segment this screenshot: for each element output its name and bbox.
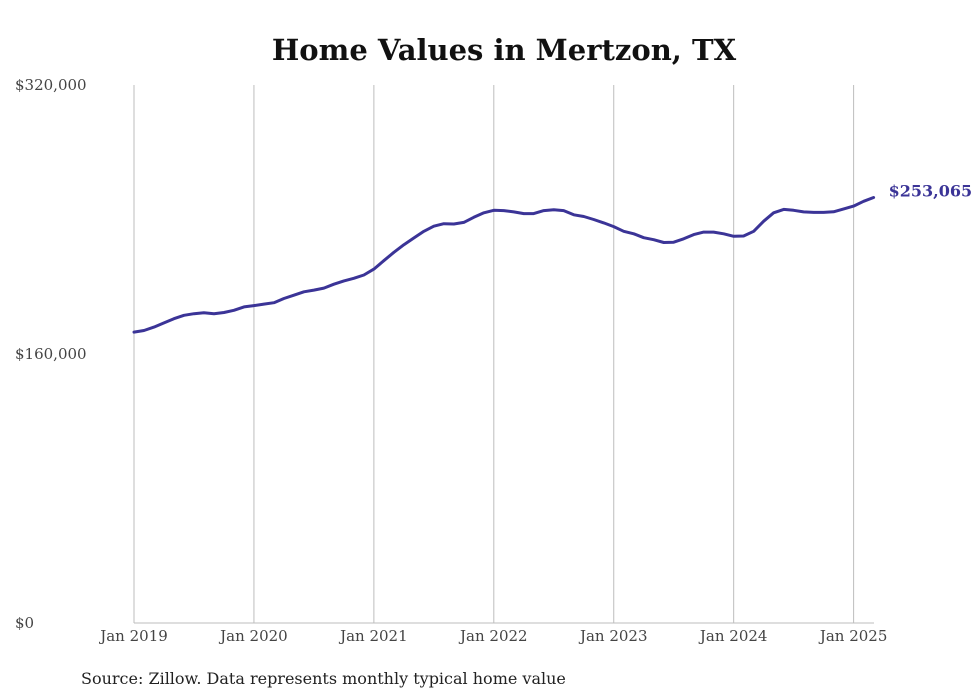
- x-tick-label: Jan 2021: [338, 627, 408, 645]
- series-line: [132, 196, 876, 334]
- x-tick-label: Jan 2025: [818, 627, 888, 645]
- x-tick-label: Jan 2020: [218, 627, 288, 645]
- x-tick-label: Jan 2024: [698, 627, 768, 645]
- end-value-label: $253,065: [889, 182, 973, 201]
- x-tick-label: Jan 2019: [98, 627, 168, 645]
- x-axis-ticks: Jan 2019 Jan 2020 Jan 2021 Jan 2022 Jan 2023…: [98, 627, 887, 645]
- series-layer: [132, 196, 876, 334]
- y-tick-label: $0: [15, 614, 34, 632]
- x-tick-label: Jan 2022: [458, 627, 528, 645]
- x-tick-label: Jan 2023: [578, 627, 648, 645]
- grid-lines: [133, 85, 874, 624]
- chart-title: Home Values in Mertzon, TX: [272, 33, 737, 67]
- source-note: Source: Zillow. Data represents monthly …: [81, 669, 566, 688]
- y-axis-ticks: $0 $160,000 $320,000: [15, 76, 87, 632]
- y-tick-label: $320,000: [15, 76, 87, 94]
- y-tick-label: $160,000: [15, 345, 87, 363]
